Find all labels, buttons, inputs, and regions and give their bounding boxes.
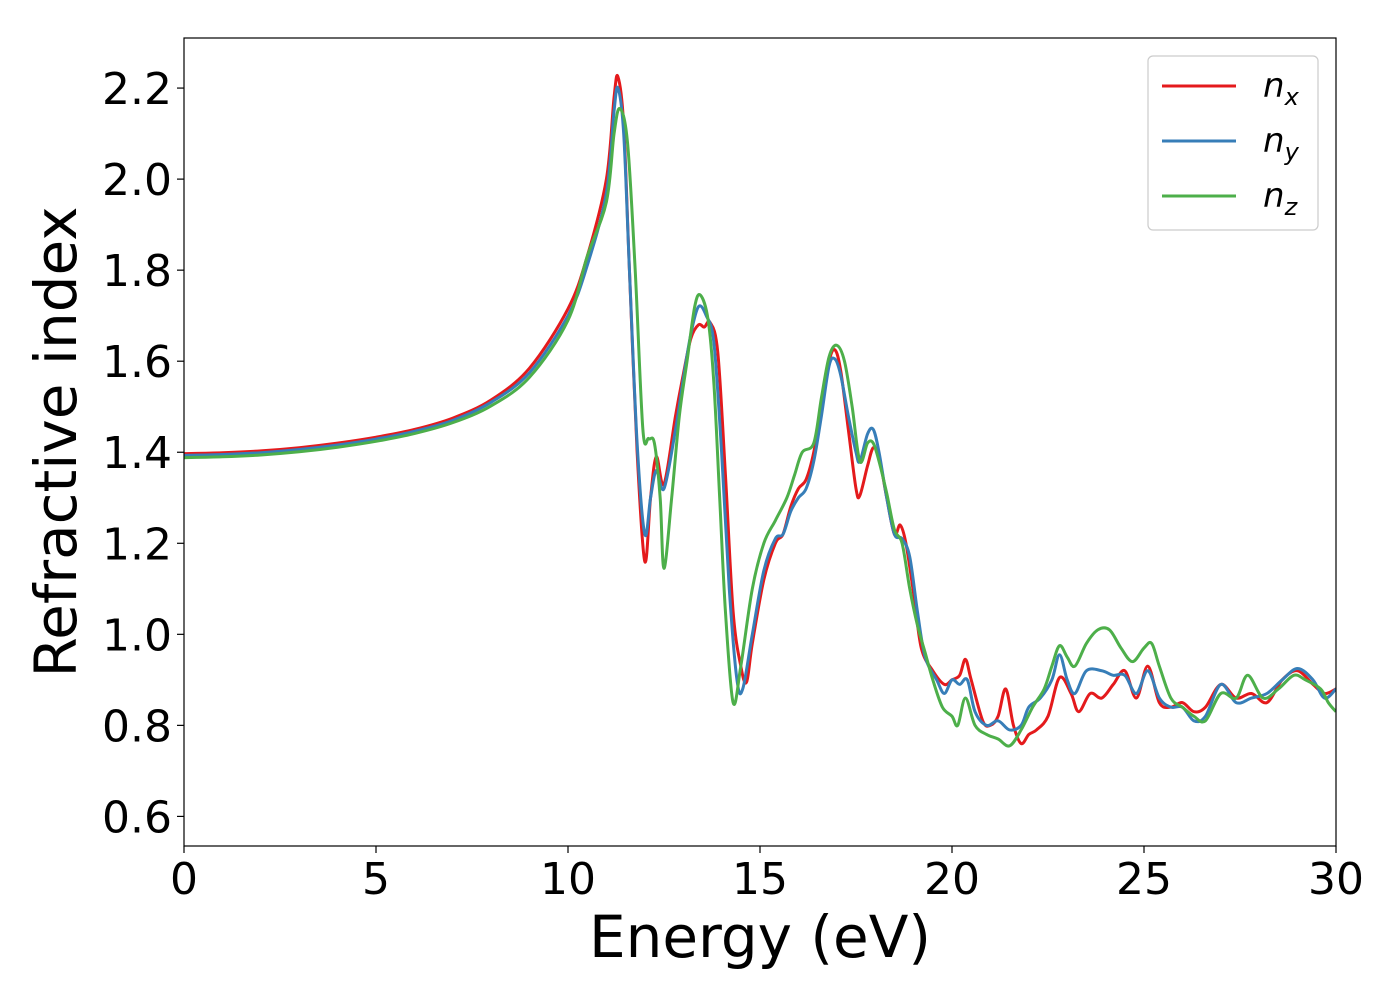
y-tick-label: 1.2 <box>102 519 172 570</box>
x-axis-label: Energy (eV) <box>589 903 931 971</box>
plot-frame <box>183 37 1337 847</box>
y-tick-label: 1.0 <box>102 610 172 661</box>
y-axis-label: Refractive index <box>22 206 90 677</box>
y-tick-label: 1.8 <box>102 246 172 297</box>
x-tick-label: 15 <box>732 854 788 905</box>
x-tick-label: 20 <box>924 854 980 905</box>
series-line-n-y <box>184 85 1336 732</box>
y-tick-label: 2.2 <box>102 64 172 115</box>
x-tick-label: 5 <box>362 854 390 905</box>
x-tick-label: 25 <box>1116 854 1172 905</box>
y-tick-label: 1.6 <box>102 337 172 388</box>
legend: nx ny nz <box>1147 55 1319 231</box>
y-tick-label: 1.4 <box>102 428 172 479</box>
legend-label-n-z: nz <box>1263 176 1299 221</box>
legend-label-n-x: nx <box>1263 66 1300 111</box>
legend-box <box>1147 55 1319 231</box>
legend-entries: nx ny nz <box>1162 66 1300 221</box>
y-tick-label: 0.6 <box>102 792 172 843</box>
y-tick-label: 0.8 <box>102 701 172 752</box>
y-tick-label: 2.0 <box>102 155 172 206</box>
series-line-n-z <box>184 107 1336 748</box>
ticks-layer: 0 5 10 15 20 25 30 0.6 0.8 1.0 1.2 1.4 1.6 1.8 2.0 2.2 <box>102 64 1364 905</box>
series-layer <box>184 74 1336 748</box>
x-tick-label: 10 <box>540 854 596 905</box>
x-tick-label: 0 <box>170 854 198 905</box>
x-tick-label: 30 <box>1308 854 1364 905</box>
legend-label-n-y: ny <box>1263 121 1300 166</box>
